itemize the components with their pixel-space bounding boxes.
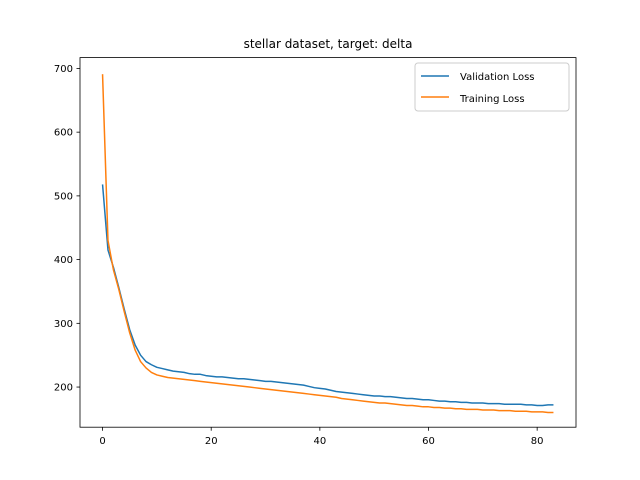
- x-tick-label: 0: [99, 436, 105, 447]
- y-tick-label: 300: [54, 319, 73, 330]
- plot-area: [101, 74, 554, 414]
- series-line-training-loss: [101, 74, 554, 414]
- legend-box: [414, 62, 570, 112]
- x-tick-label: 40: [313, 436, 326, 447]
- y-tick-label: 500: [54, 191, 73, 202]
- legend-label-training: Training Loss: [459, 94, 525, 105]
- x-tick-label: 20: [205, 436, 218, 447]
- legend: Validation Loss Training Loss: [414, 62, 570, 112]
- y-tick-label: 400: [54, 255, 73, 266]
- y-tick-label: 700: [54, 64, 73, 75]
- y-tick-label: 200: [54, 383, 73, 394]
- y-tick-label: 600: [54, 128, 73, 139]
- x-tick-label: 80: [531, 436, 544, 447]
- series-line-validation-loss: [101, 184, 554, 407]
- axes-frame: [79, 57, 577, 428]
- legend-label-validation: Validation Loss: [460, 72, 535, 83]
- axis-ticks: 0 20 40 60 80 200 300 400 500 600 700: [54, 64, 544, 447]
- chart-title: stellar dataset, target: delta: [244, 37, 413, 51]
- x-tick-label: 60: [422, 436, 435, 447]
